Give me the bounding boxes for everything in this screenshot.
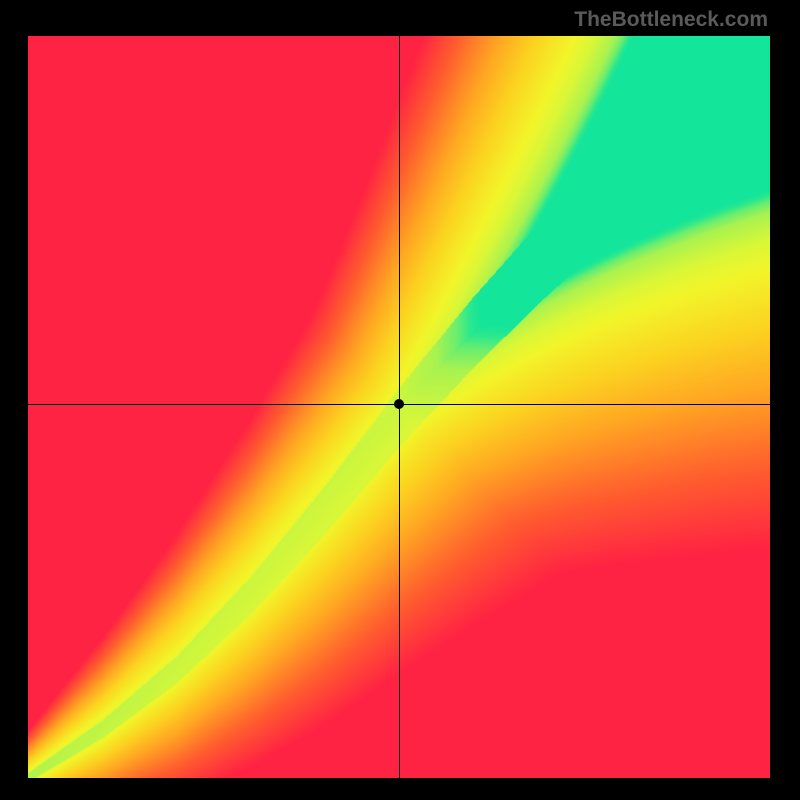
figure-container: { "watermark": { "text": "TheBottleneck.… — [0, 0, 800, 800]
crosshair-marker — [394, 399, 404, 409]
watermark-text: TheBottleneck.com — [574, 8, 768, 32]
heatmap-plot — [28, 36, 770, 778]
